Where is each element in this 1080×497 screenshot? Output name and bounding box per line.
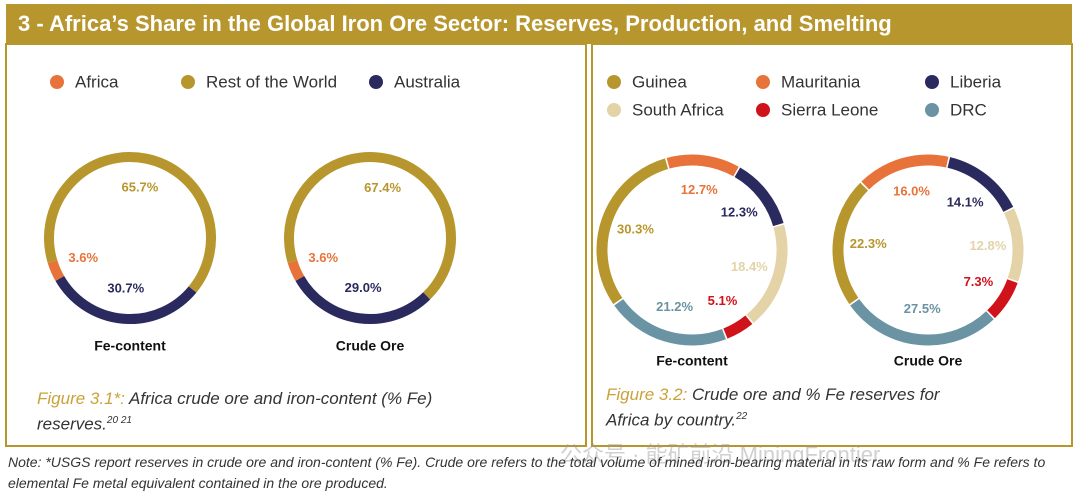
value-label: 65.7% bbox=[121, 179, 158, 194]
legend-label: Rest of the World bbox=[206, 72, 337, 91]
legend-marker bbox=[925, 103, 939, 117]
value-label: 3.6% bbox=[308, 250, 338, 265]
donut-segment bbox=[55, 275, 197, 324]
legend-label: Australia bbox=[394, 72, 461, 91]
series-name: Fe-content bbox=[94, 338, 166, 354]
legend-label: DRC bbox=[950, 100, 987, 119]
caption: Figure 3.1*: Africa crude ore and iron-c… bbox=[37, 388, 457, 436]
legend-label: Sierra Leone bbox=[781, 100, 878, 119]
donut-segment bbox=[746, 224, 788, 323]
caption-refs: 20 21 bbox=[106, 415, 132, 426]
series-name: Fe-content bbox=[656, 353, 728, 369]
value-label: 5.1% bbox=[708, 293, 738, 308]
donut-segment bbox=[295, 275, 431, 324]
legend-marker bbox=[607, 75, 621, 89]
series-name: Crude Ore bbox=[894, 353, 963, 369]
legend-label: South Africa bbox=[632, 100, 724, 119]
donut-segment bbox=[287, 260, 305, 281]
legend-marker bbox=[925, 75, 939, 89]
legend-marker bbox=[181, 75, 195, 89]
value-label: 16.0% bbox=[893, 184, 930, 199]
donut-segment bbox=[832, 182, 869, 305]
legend-label: Mauritania bbox=[781, 72, 861, 91]
value-label: 22.3% bbox=[850, 236, 887, 251]
value-label: 7.3% bbox=[964, 274, 994, 289]
donut-segment bbox=[614, 298, 726, 346]
value-label: 12.3% bbox=[721, 204, 758, 219]
legend-marker bbox=[50, 75, 64, 89]
caption-label: Figure 3.2: bbox=[606, 385, 688, 404]
legend-label: Liberia bbox=[950, 72, 1002, 91]
caption-refs: 22 bbox=[736, 411, 748, 422]
legend-marker bbox=[756, 103, 770, 117]
watermark: 公众号 · 能矿前沿 MiningFrontier bbox=[560, 442, 881, 467]
legend-label: Africa bbox=[75, 72, 119, 91]
legend-marker bbox=[756, 75, 770, 89]
note: Note: *USGS report reserves in crude ore… bbox=[8, 454, 1046, 491]
legend-marker bbox=[369, 75, 383, 89]
donut-segment bbox=[44, 152, 216, 293]
donut-segment bbox=[596, 158, 669, 305]
value-label: 3.6% bbox=[68, 250, 98, 265]
panel-frame bbox=[5, 43, 587, 447]
value-label: 12.8% bbox=[969, 238, 1006, 253]
donut-segment bbox=[723, 315, 753, 339]
legend-marker bbox=[607, 103, 621, 117]
caption-text: Crude ore and % Fe reserves for Africa b… bbox=[606, 385, 940, 430]
donut-segment bbox=[987, 279, 1018, 319]
panel-frame bbox=[591, 43, 1073, 447]
value-label: 67.4% bbox=[364, 180, 401, 195]
value-label: 14.1% bbox=[947, 194, 984, 209]
donut-segment bbox=[666, 154, 739, 177]
donut-segment bbox=[850, 299, 994, 346]
value-label: 29.0% bbox=[345, 280, 382, 295]
value-label: 21.2% bbox=[656, 299, 693, 314]
series-name: Crude Ore bbox=[336, 338, 405, 354]
value-label: 30.7% bbox=[107, 280, 144, 295]
value-label: 18.4% bbox=[731, 259, 768, 274]
value-label: 12.7% bbox=[681, 182, 718, 197]
caption-label: Figure 3.1*: bbox=[37, 389, 125, 408]
donut-segment bbox=[861, 154, 949, 190]
donut-segment bbox=[284, 152, 456, 300]
donut-segment bbox=[1003, 208, 1024, 282]
legend-label: Guinea bbox=[632, 72, 687, 91]
value-label: 27.5% bbox=[904, 301, 941, 316]
donut-segment bbox=[947, 157, 1014, 212]
donut-segment bbox=[47, 260, 65, 281]
donut-segment bbox=[734, 167, 784, 227]
value-label: 30.3% bbox=[617, 221, 654, 236]
caption-text: Africa crude ore and iron-content (% Fe)… bbox=[37, 389, 433, 434]
caption: Figure 3.2: Crude ore and % Fe reserves … bbox=[606, 384, 986, 432]
header-title: 3 - Africa’s Share in the Global Iron Or… bbox=[6, 4, 1072, 44]
